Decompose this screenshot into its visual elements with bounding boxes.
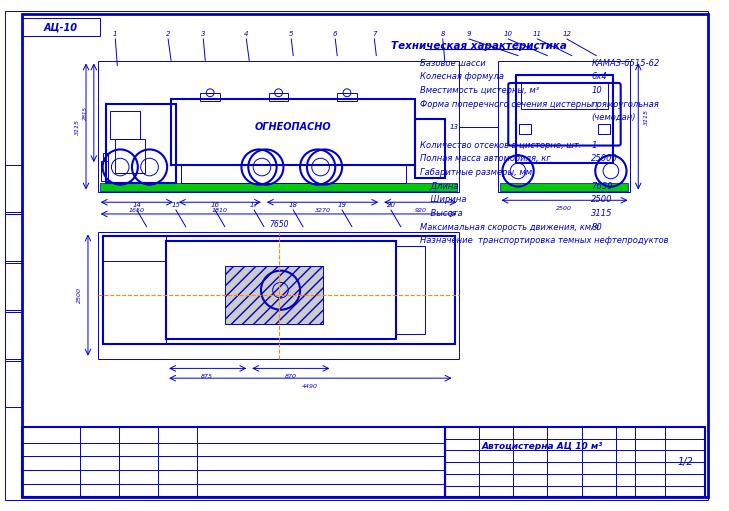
Text: АЦ-10: АЦ-10 bbox=[44, 22, 77, 32]
Text: 3115: 3115 bbox=[75, 119, 80, 135]
Text: 4: 4 bbox=[244, 31, 249, 37]
Text: 2815: 2815 bbox=[83, 106, 88, 120]
Text: 1: 1 bbox=[591, 141, 597, 150]
Bar bbox=[445, 427, 705, 497]
Text: 5: 5 bbox=[289, 31, 294, 37]
Bar bbox=[166, 241, 396, 339]
Text: 6х4: 6х4 bbox=[591, 72, 607, 81]
Bar bbox=[103, 237, 454, 344]
Text: 3115: 3115 bbox=[591, 209, 613, 218]
Text: 4490: 4490 bbox=[302, 384, 318, 389]
Text: 17: 17 bbox=[249, 202, 259, 208]
Bar bbox=[106, 104, 176, 182]
Text: 3: 3 bbox=[201, 31, 206, 37]
Text: Габаритные размеры, мм:: Габаритные размеры, мм: bbox=[421, 168, 535, 177]
Text: 7650: 7650 bbox=[591, 182, 613, 191]
Bar bbox=[5, 263, 21, 310]
Bar bbox=[98, 60, 459, 193]
Bar bbox=[115, 138, 144, 173]
Bar bbox=[21, 427, 445, 497]
Text: Вместимость цистерны, м³: Вместимость цистерны, м³ bbox=[421, 86, 539, 95]
Text: 15: 15 bbox=[171, 202, 181, 208]
Bar bbox=[269, 93, 289, 101]
Text: 16: 16 bbox=[211, 202, 219, 208]
Text: 25000: 25000 bbox=[591, 154, 618, 164]
Text: 3115: 3115 bbox=[644, 109, 649, 125]
Bar bbox=[416, 119, 445, 178]
Bar bbox=[5, 312, 21, 359]
Text: 14: 14 bbox=[133, 202, 141, 208]
Text: 7650: 7650 bbox=[269, 220, 289, 229]
Bar bbox=[98, 231, 459, 359]
Bar bbox=[521, 82, 608, 109]
Text: 1: 1 bbox=[113, 31, 117, 37]
Text: 19: 19 bbox=[338, 202, 346, 208]
Text: Количество отсеков в цистерне, шт.: Количество отсеков в цистерне, шт. bbox=[421, 141, 582, 150]
Bar bbox=[21, 18, 100, 36]
Text: ОГНЕОПАСНО: ОГНЕОПАСНО bbox=[255, 122, 332, 132]
Text: Назначение  транспортировка темных нефтепродуктов: Назначение транспортировка темных нефтеп… bbox=[421, 237, 668, 245]
Bar bbox=[516, 75, 613, 163]
Bar bbox=[111, 111, 140, 138]
Text: 7: 7 bbox=[372, 31, 377, 37]
Text: 80: 80 bbox=[591, 223, 602, 232]
Text: 8: 8 bbox=[440, 31, 445, 37]
Bar bbox=[5, 214, 21, 261]
Text: 9: 9 bbox=[467, 31, 472, 37]
Text: 1810: 1810 bbox=[212, 208, 228, 213]
Text: Высота: Высота bbox=[421, 209, 463, 218]
Text: 2500: 2500 bbox=[556, 206, 572, 211]
Text: прямоугольная: прямоугольная bbox=[591, 100, 659, 109]
Text: Техническая характеристика: Техническая характеристика bbox=[391, 41, 567, 51]
Text: 2500: 2500 bbox=[77, 287, 82, 303]
Bar bbox=[499, 60, 631, 193]
Text: 920: 920 bbox=[414, 208, 426, 213]
Bar bbox=[500, 182, 628, 191]
Text: 20: 20 bbox=[386, 202, 395, 208]
Text: (чемодан): (чемодан) bbox=[591, 113, 636, 122]
Bar bbox=[396, 246, 425, 334]
Bar bbox=[100, 182, 457, 191]
Text: 2500: 2500 bbox=[591, 195, 613, 204]
Text: Колесная формула: Колесная формула bbox=[421, 72, 504, 81]
Bar bbox=[338, 93, 356, 101]
Text: 1/2: 1/2 bbox=[677, 457, 693, 467]
Text: Максимальная скорость движения, км/ч: Максимальная скорость движения, км/ч bbox=[421, 223, 599, 232]
Text: 13: 13 bbox=[450, 124, 459, 130]
Text: Базовое шасси: Базовое шасси bbox=[421, 59, 486, 67]
Text: 3270: 3270 bbox=[314, 208, 330, 213]
Bar bbox=[181, 165, 405, 182]
Text: 11: 11 bbox=[533, 31, 542, 37]
Text: Длина: Длина bbox=[421, 182, 459, 191]
Text: 875: 875 bbox=[201, 374, 213, 379]
Text: 1650: 1650 bbox=[129, 208, 145, 213]
Bar bbox=[5, 361, 21, 407]
Bar bbox=[103, 153, 107, 161]
Text: Автоцистерна АЦ 10 м³: Автоцистерна АЦ 10 м³ bbox=[482, 442, 603, 451]
Bar bbox=[200, 93, 220, 101]
Text: 18: 18 bbox=[289, 202, 297, 208]
Bar bbox=[599, 124, 610, 134]
Bar bbox=[225, 266, 322, 324]
Bar bbox=[103, 237, 166, 344]
Text: 12: 12 bbox=[562, 31, 572, 37]
Text: 2: 2 bbox=[166, 31, 171, 37]
Text: 10: 10 bbox=[504, 31, 512, 37]
Text: Ширина: Ширина bbox=[421, 195, 467, 204]
Text: 870: 870 bbox=[284, 374, 296, 379]
Text: 10: 10 bbox=[591, 86, 602, 95]
Text: КАМАЗ-6515-62: КАМАЗ-6515-62 bbox=[591, 59, 660, 67]
Text: Форма поперечного сечения цистерны: Форма поперечного сечения цистерны bbox=[421, 100, 593, 109]
Text: 6: 6 bbox=[333, 31, 338, 37]
Bar bbox=[101, 161, 109, 181]
Bar bbox=[5, 165, 21, 212]
Text: Полная масса автомобиля, кг: Полная масса автомобиля, кг bbox=[421, 154, 551, 164]
Bar bbox=[519, 124, 531, 134]
Bar bbox=[171, 99, 416, 165]
